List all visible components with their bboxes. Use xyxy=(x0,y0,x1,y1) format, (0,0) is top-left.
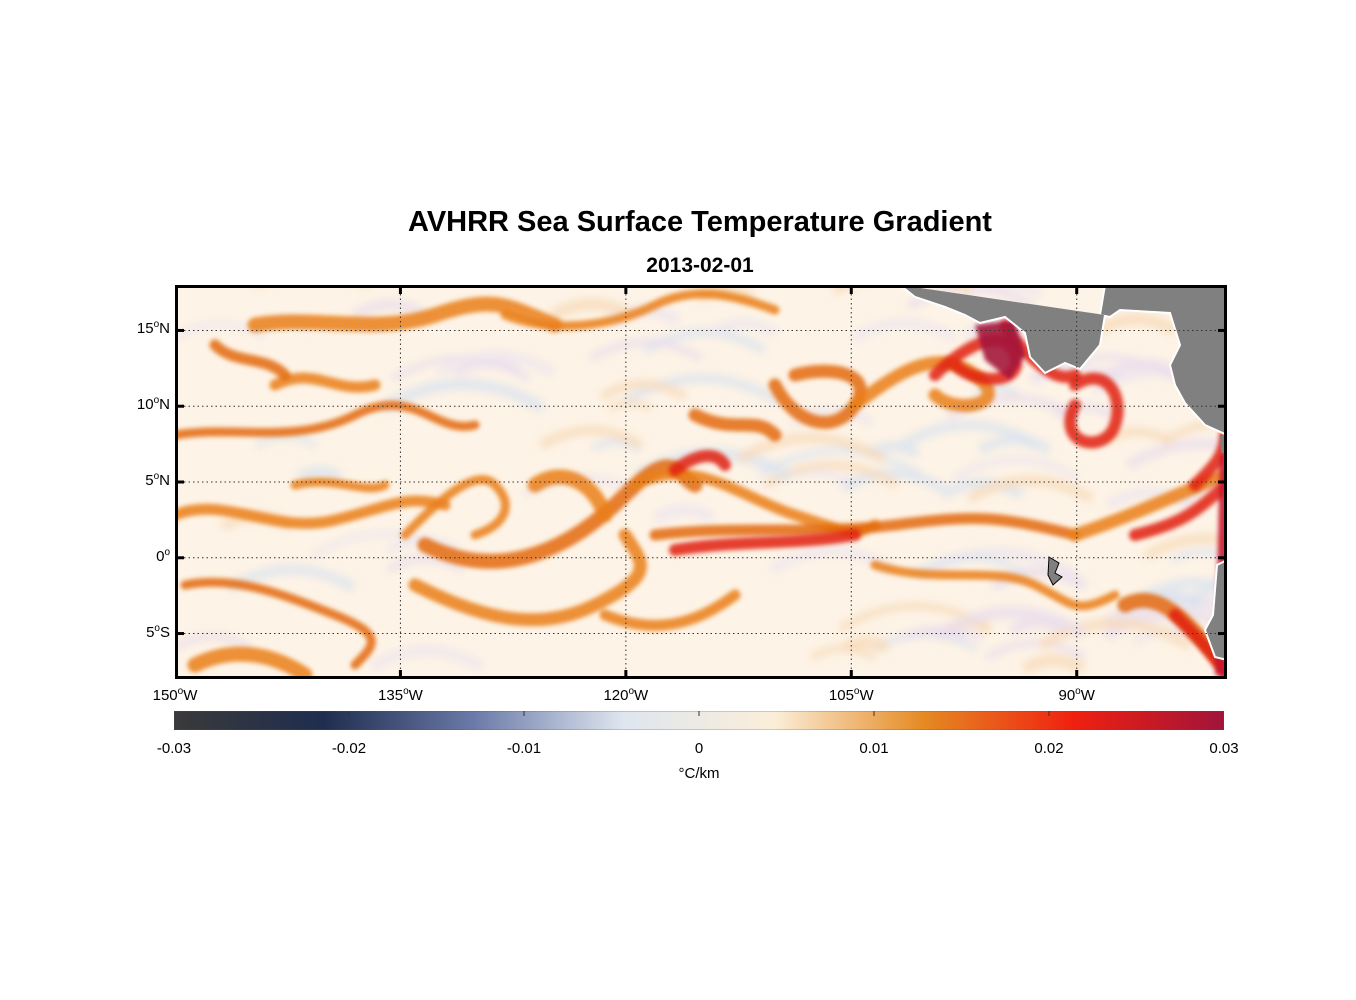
strong-front xyxy=(1129,479,1227,541)
sst-front xyxy=(400,475,510,540)
weak-front xyxy=(538,426,644,450)
weak-front xyxy=(839,468,946,493)
weak-front xyxy=(939,477,1025,500)
weak-front xyxy=(436,350,556,378)
map-frame xyxy=(175,285,1227,679)
colorbar-tick-label: -0.02 xyxy=(331,740,367,757)
sst-front xyxy=(649,512,1081,541)
strong-gradient-fronts xyxy=(669,319,1227,679)
lon-label-150W: 150oW xyxy=(152,686,198,704)
weak-front xyxy=(952,455,1080,481)
lon-label-105W: 105oW xyxy=(828,686,874,704)
weak-front xyxy=(623,373,781,406)
lat-label-15N: 15oN xyxy=(136,319,170,338)
weak-front xyxy=(736,433,886,464)
colorbar-tick-label: 0.02 xyxy=(1034,740,1064,757)
lon-label-135W: 135oW xyxy=(378,686,423,704)
weak-front xyxy=(809,644,877,661)
colorbar-tick-label: 0 xyxy=(694,740,704,757)
lat-label-5N: 5oN xyxy=(145,471,170,489)
weak-front xyxy=(899,420,1040,450)
weak-front xyxy=(370,645,484,672)
weak-front xyxy=(386,554,466,574)
lon-label-90W: 90oW xyxy=(1058,686,1095,704)
chart-subtitle: 2013-02-01 xyxy=(646,254,754,277)
map-panel xyxy=(175,285,1227,679)
weak-front xyxy=(976,434,1053,455)
lon-label-120W: 120oW xyxy=(603,686,649,704)
sst-front xyxy=(408,528,647,627)
weak-front xyxy=(652,504,716,524)
weak-front xyxy=(255,433,317,449)
sst-front xyxy=(175,400,480,440)
sst-front xyxy=(870,560,1120,611)
strong-front xyxy=(669,529,861,556)
weak-front xyxy=(1021,654,1086,674)
weak-front xyxy=(1038,618,1193,651)
sst-front xyxy=(527,469,613,523)
chart-title: AVHRR Sea Surface Temperature Gradient xyxy=(408,206,992,238)
weak-front xyxy=(962,285,1044,300)
weak-front xyxy=(707,318,778,338)
strong-front xyxy=(669,450,731,476)
central-america-coast xyxy=(899,285,1106,375)
sst-front xyxy=(500,289,780,331)
weak-front xyxy=(984,639,1087,661)
strong-front xyxy=(1064,372,1124,449)
weak-front xyxy=(1143,533,1227,561)
sst-front xyxy=(269,372,381,393)
colorbar-tick-label: -0.03 xyxy=(156,740,192,757)
weak-front xyxy=(966,475,1095,504)
weak-front xyxy=(1008,617,1068,636)
lat-label-0: 0o xyxy=(156,546,170,565)
weak-front xyxy=(902,626,967,642)
sst-front xyxy=(599,589,741,631)
weak-front xyxy=(588,338,704,363)
lat-label-5S: 5oS xyxy=(146,622,170,641)
sst-front xyxy=(688,408,782,442)
sst-gradient-map xyxy=(175,285,1227,679)
weak-front xyxy=(1185,579,1227,605)
sst-front xyxy=(175,495,451,529)
sst-front xyxy=(180,577,376,670)
weak-front xyxy=(380,378,546,413)
sst-front xyxy=(187,646,313,679)
weak-front xyxy=(1095,313,1178,336)
sst-front xyxy=(1068,468,1227,542)
weak-front xyxy=(175,632,252,651)
weak-front xyxy=(973,383,1019,397)
sst-front xyxy=(209,339,291,381)
weak-front xyxy=(851,318,956,343)
weak-front xyxy=(296,465,343,483)
sst-front xyxy=(290,477,390,493)
weak-front xyxy=(599,379,688,401)
weak-front xyxy=(1126,439,1227,470)
colorbar-unit: °C/km xyxy=(678,765,720,782)
colorbar-tick-label: 0.01 xyxy=(859,740,889,757)
lat-label-10N: 10oN xyxy=(136,395,170,414)
sst-front xyxy=(247,296,563,333)
weak-front xyxy=(548,298,636,322)
weak-gradient-features xyxy=(175,285,1227,674)
strong-front-patch xyxy=(975,320,1025,380)
galapagos-islands xyxy=(1047,556,1063,586)
weak-front xyxy=(938,606,1087,639)
colorbar-tick-label: 0.03 xyxy=(1209,740,1239,757)
colorbar-tick-label: -0.01 xyxy=(506,740,542,757)
colorbar xyxy=(174,711,1224,730)
weak-front xyxy=(608,399,652,412)
weak-front xyxy=(912,554,1028,577)
